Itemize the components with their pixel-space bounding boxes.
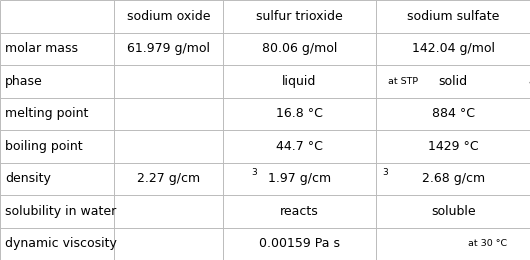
- Text: sulfur trioxide: sulfur trioxide: [256, 10, 343, 23]
- Text: 1429 °C: 1429 °C: [428, 140, 479, 153]
- Text: 61.979 g/mol: 61.979 g/mol: [127, 42, 210, 55]
- Text: at STP: at STP: [523, 77, 530, 86]
- Text: sodium sulfate: sodium sulfate: [407, 10, 499, 23]
- Text: 16.8 °C: 16.8 °C: [276, 107, 323, 120]
- Text: molar mass: molar mass: [5, 42, 78, 55]
- Text: at 30 °C: at 30 °C: [462, 239, 508, 248]
- Text: at STP: at STP: [382, 77, 418, 86]
- Text: 142.04 g/mol: 142.04 g/mol: [412, 42, 494, 55]
- Text: density: density: [5, 172, 51, 185]
- Text: 44.7 °C: 44.7 °C: [276, 140, 323, 153]
- Text: soluble: soluble: [431, 205, 475, 218]
- Text: liquid: liquid: [282, 75, 316, 88]
- Text: boiling point: boiling point: [5, 140, 83, 153]
- Text: 3: 3: [251, 168, 257, 177]
- Text: 2.68 g/cm: 2.68 g/cm: [421, 172, 485, 185]
- Text: melting point: melting point: [5, 107, 89, 120]
- Text: 884 °C: 884 °C: [431, 107, 475, 120]
- Text: solubility in water: solubility in water: [5, 205, 117, 218]
- Text: dynamic viscosity: dynamic viscosity: [5, 237, 117, 250]
- Text: reacts: reacts: [280, 205, 319, 218]
- Text: 3: 3: [383, 168, 388, 177]
- Text: sodium oxide: sodium oxide: [127, 10, 210, 23]
- Text: phase: phase: [5, 75, 43, 88]
- Text: 1.97 g/cm: 1.97 g/cm: [268, 172, 331, 185]
- Text: 0.00159 Pa s: 0.00159 Pa s: [259, 237, 340, 250]
- Text: 2.27 g/cm: 2.27 g/cm: [137, 172, 200, 185]
- Text: 80.06 g/mol: 80.06 g/mol: [262, 42, 337, 55]
- Text: solid: solid: [439, 75, 467, 88]
